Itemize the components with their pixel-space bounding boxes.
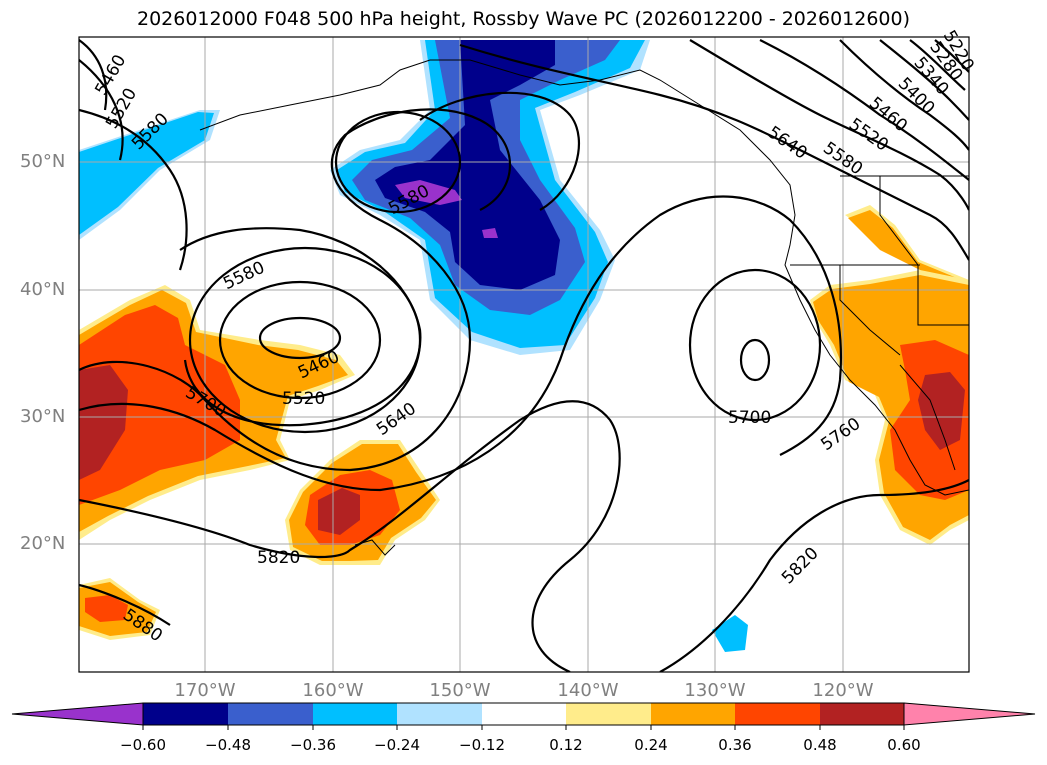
contour-label: 5820 (257, 548, 300, 568)
colorbar-tick-label: −0.60 (120, 736, 166, 754)
shaded-anomaly-field (79, 40, 969, 652)
colorbar-tick-label: −0.24 (374, 736, 420, 754)
neg-anomaly-small (712, 615, 748, 652)
contour-label: 5520 (282, 389, 325, 409)
pos-anomaly-east-dark (918, 372, 965, 450)
colorbar-extend-low (11, 702, 144, 726)
colorbar-tick-label: −0.12 (459, 736, 505, 754)
lon-label-170w: 170°W (174, 680, 236, 701)
neg-anomaly-purple (395, 180, 462, 205)
lat-label-40n: 40°N (20, 279, 66, 300)
colorbar-box (820, 703, 904, 725)
colorbar-extend-high (903, 702, 1036, 726)
lat-label-30n: 30°N (20, 406, 66, 427)
pos-anomaly-sw-red (85, 595, 128, 622)
colorbar-box (397, 703, 482, 725)
colorbar-tick-label: 0.48 (803, 736, 837, 754)
neg-anomaly-purple-2 (482, 228, 498, 238)
lon-label-140w: 140°W (557, 680, 619, 701)
neg-anomaly-navy (375, 40, 560, 290)
colorbar-tick-label: 0.36 (718, 736, 752, 754)
lon-label-120w: 120°W (812, 680, 874, 701)
lon-label-160w: 160°W (302, 680, 364, 701)
colorbar-box (228, 703, 313, 725)
coastlines (199, 59, 969, 556)
map-frame (78, 36, 970, 673)
lon-label-150w: 150°W (429, 680, 491, 701)
colorbar-tick-label: 0.24 (634, 736, 668, 754)
contour-label: 5640 (373, 399, 420, 440)
lat-label-50n: 50°N (20, 151, 66, 172)
colorbar-tick-label: −0.36 (290, 736, 336, 754)
colorbar (11, 702, 1036, 730)
colorbar-tick-label: 0.60 (887, 736, 921, 754)
map-title: 2026012000 F048 500 hPa height, Rossby W… (136, 8, 911, 30)
lon-label-130w: 130°W (684, 680, 746, 701)
colorbar-box (482, 703, 566, 725)
contour-label: 5700 (728, 408, 771, 428)
colorbar-box (566, 703, 651, 725)
height-contours (79, 39, 969, 672)
colorbar-box (143, 703, 228, 725)
colorbar-box (651, 703, 735, 725)
colorbar-tick-label: 0.12 (549, 736, 583, 754)
pos-anomaly-west-dark (79, 365, 128, 480)
pos-anomaly-west-red (79, 305, 240, 505)
colorbar-box (735, 703, 820, 725)
pos-anomaly-center-dark (318, 488, 360, 535)
contour-label: 5820 (778, 543, 823, 588)
contour-label: 5640 (764, 122, 811, 163)
neg-anomaly-nw-cyan (79, 112, 214, 235)
colorbar-box (313, 703, 397, 725)
colorbar-tick-label: −0.48 (205, 736, 251, 754)
lat-label-20n: 20°N (20, 533, 66, 554)
